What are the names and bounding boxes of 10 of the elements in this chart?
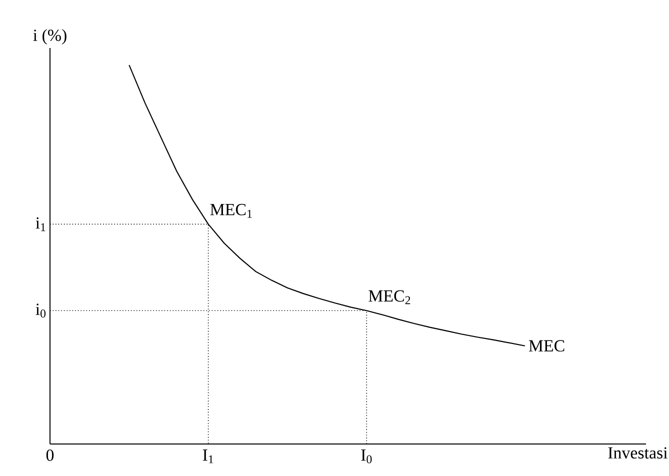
x-tick-label: I$_{0}$ [361, 450, 372, 464]
series-label: MEC [528, 340, 564, 352]
ref-line-label: i$_{1}$ [36, 217, 46, 232]
annotation: MEC$_{1}$ [210, 204, 252, 218]
x-tick-label: I$_{1}$ [202, 450, 214, 464]
y-axis-title: i (%) [33, 29, 66, 44]
x-axis-title: Investasi [608, 447, 668, 459]
ref-line-label: i$_{0}$ [36, 304, 46, 318]
x-tick-label: 0 [46, 450, 54, 461]
annotation: MEC$_{2}$ [368, 290, 410, 304]
